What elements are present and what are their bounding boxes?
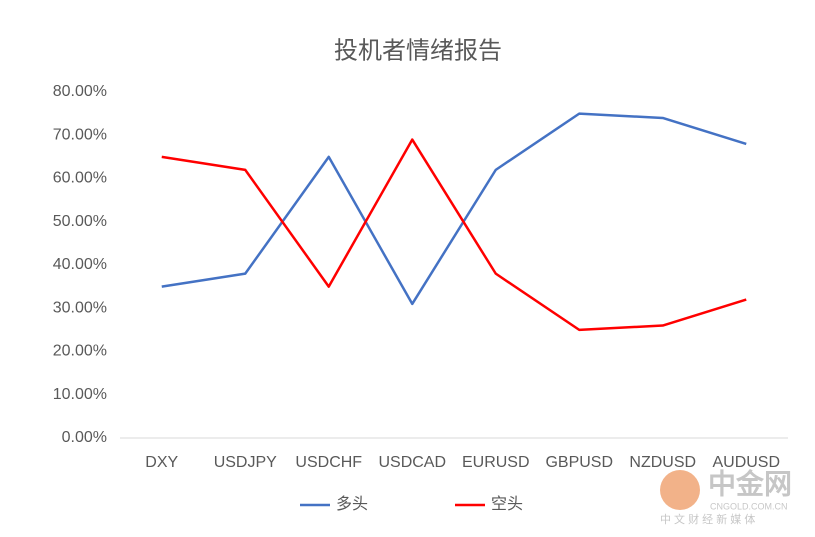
watermark-logo bbox=[660, 470, 700, 510]
x-tick-label: EURUSD bbox=[462, 454, 530, 471]
series-line bbox=[161, 112, 747, 306]
y-tick-label: 80.00% bbox=[53, 83, 107, 100]
x-tick-label: GBPUSD bbox=[545, 454, 613, 471]
chart-title: 投机者情绪报告 bbox=[334, 37, 502, 64]
x-tick-label: NZDUSD bbox=[629, 454, 696, 471]
x-tick-label: USDCAD bbox=[378, 454, 446, 471]
y-tick-label: 10.00% bbox=[53, 386, 107, 403]
watermark-url: CNGOLD.COM.CN bbox=[710, 501, 788, 511]
legend-label: 空头 bbox=[491, 495, 523, 513]
x-tick-label: DXY bbox=[145, 454, 178, 471]
legend-label: 多头 bbox=[336, 495, 368, 513]
watermark-slogan: 中 文 财 经 新 媒 体 bbox=[660, 512, 755, 526]
x-tick-label: USDCHF bbox=[295, 454, 362, 471]
y-tick-label: 20.00% bbox=[53, 343, 107, 360]
series-line bbox=[161, 138, 747, 332]
x-tick-label: USDJPY bbox=[214, 454, 277, 471]
y-tick-label: 50.00% bbox=[53, 213, 107, 230]
x-tick-label: AUDUSD bbox=[712, 454, 780, 471]
y-tick-label: 60.00% bbox=[53, 170, 107, 187]
y-tick-label: 70.00% bbox=[53, 126, 107, 143]
y-tick-label: 30.00% bbox=[53, 299, 107, 316]
y-tick-label: 40.00% bbox=[53, 256, 107, 273]
watermark-name: 中金网 bbox=[708, 467, 792, 499]
watermark: 中金网 CNGOLD.COM.CN 中 文 财 经 新 媒 体 bbox=[660, 467, 792, 526]
y-tick-label: 0.00% bbox=[62, 429, 107, 446]
